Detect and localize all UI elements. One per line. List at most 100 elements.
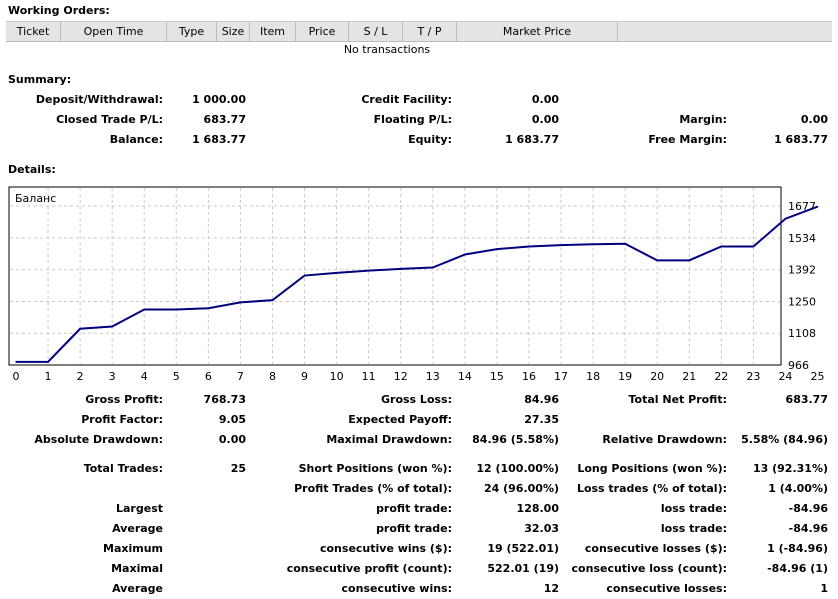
margin-value: 0.00 [800, 113, 828, 126]
margin-label: Margin: [679, 113, 727, 126]
balance-data-point [335, 272, 338, 274]
balance-data-point [111, 325, 113, 328]
balance-data-point [239, 301, 242, 304]
balance-data-point [303, 274, 306, 277]
balance-data-point [271, 299, 274, 301]
stat-value-left: 9.05 [218, 413, 246, 426]
orders-table-header: Ticket Open Time Type Size Item Price S … [6, 21, 832, 42]
x-tick-label: 10 [330, 370, 344, 383]
col-size[interactable]: Size [217, 22, 250, 41]
x-tick-label: 6 [205, 370, 212, 383]
y-tick-label: 966 [788, 359, 809, 372]
stat-value-mid: 128.00 [516, 502, 559, 515]
y-tick-label: 1108 [788, 327, 816, 340]
stat-label-mid: consecutive profit (count): [286, 562, 452, 575]
x-tick-label: 4 [141, 370, 148, 383]
balance-chart: Баланс 966 1108 1250 1392 1534 1677 0 1 2 3 4 5 6 7 8 9 1… [0, 180, 838, 385]
y-tick-label: 1677 [788, 200, 816, 213]
stat-value-mid: 27.35 [524, 413, 559, 426]
summary-title: Summary: [8, 73, 72, 86]
balance-data-point [464, 253, 466, 256]
y-tick-label: 1250 [788, 295, 816, 308]
stat-value-right: 1 [820, 582, 828, 595]
stat-label-right: consecutive losses: [606, 582, 727, 595]
working-orders-title: Working Orders: [8, 4, 110, 17]
col-open-time[interactable]: Open Time [61, 22, 167, 41]
y-tick-label: 1392 [788, 264, 816, 277]
stat-label-right: Loss trades (% of total): [576, 482, 727, 495]
stat-value-mid: 12 [543, 582, 559, 595]
balance-data-point [784, 217, 787, 220]
x-tick-label: 0 [13, 370, 20, 383]
x-tick-label: 2 [77, 370, 84, 383]
equity-value: 1 683.77 [505, 133, 559, 146]
col-sl[interactable]: S / L [349, 22, 403, 41]
stat-value-right: 5.58% (84.96) [741, 433, 828, 446]
col-price[interactable]: Price [296, 22, 349, 41]
x-tick-label: 11 [362, 370, 376, 383]
stat-label-right: Relative Drawdown: [602, 433, 727, 446]
x-tick-label: 9 [301, 370, 308, 383]
balance-data-point [431, 266, 434, 269]
col-tp[interactable]: T / P [403, 22, 457, 41]
x-tick-label: 15 [490, 370, 504, 383]
balance-data-point [399, 268, 402, 270]
stat-value-right: -84.96 (1) [767, 562, 828, 575]
x-tick-label: 20 [650, 370, 664, 383]
equity-label: Equity: [408, 133, 452, 146]
chart-plot-area [8, 186, 782, 366]
balance-data-point [592, 243, 594, 246]
free-margin-value: 1 683.77 [774, 133, 828, 146]
x-tick-label: 3 [109, 370, 116, 383]
stat-label-right: consecutive losses ($): [584, 542, 727, 555]
stat-label-right: loss trade: [660, 502, 727, 515]
x-tick-label: 22 [714, 370, 728, 383]
stat-label-mid: profit trade: [376, 522, 452, 535]
x-tick-label: 14 [458, 370, 472, 383]
stat-label-left: Average [112, 522, 163, 535]
balance-data-point [15, 361, 17, 363]
x-tick-label: 17 [554, 370, 568, 383]
stat-label-left: Maximum [103, 542, 163, 555]
credit-label: Credit Facility: [361, 93, 452, 106]
stat-label-mid: consecutive wins: [341, 582, 452, 595]
free-margin-label: Free Margin: [648, 133, 727, 146]
stat-label-right: Total Net Profit: [628, 393, 728, 406]
col-market-price[interactable]: Market Price [457, 22, 618, 41]
x-tick-label: 16 [522, 370, 536, 383]
y-tick-label: 1534 [788, 232, 816, 245]
balance-data-point [175, 308, 178, 311]
stat-value-right: 13 (92.31%) [752, 462, 828, 475]
closed-pl-label: Closed Trade P/L: [56, 113, 163, 126]
balance-data-point [688, 259, 691, 262]
col-type[interactable]: Type [167, 22, 217, 41]
stat-label-right: Long Positions (won %): [577, 462, 727, 475]
balance-data-point [496, 248, 498, 250]
balance-data-point [79, 327, 81, 330]
stat-label-left: Gross Profit: [85, 393, 163, 406]
stat-label-left: Maximal [111, 562, 163, 575]
chart-legend-label: Баланс [15, 192, 56, 205]
balance-data-point [207, 307, 210, 309]
x-tick-label: 18 [586, 370, 600, 383]
stat-value-mid: 522.01 (19) [487, 562, 559, 575]
stat-value-mid: 12 (100.00%) [476, 462, 559, 475]
stat-label-mid: Maximal Drawdown: [326, 433, 452, 446]
balance-data-point [560, 244, 562, 246]
floating-pl-value: 0.00 [531, 113, 559, 126]
x-tick-label: 21 [682, 370, 696, 383]
balance-data-point [816, 205, 819, 208]
deposit-value: 1 000.00 [192, 93, 246, 106]
x-tick-label: 13 [426, 370, 440, 383]
stat-value-right: -84.96 [788, 522, 828, 535]
x-tick-label: 25 [811, 370, 825, 383]
col-item[interactable]: Item [250, 22, 296, 41]
col-ticket[interactable]: Ticket [6, 22, 61, 41]
balance-data-point [656, 259, 658, 262]
stat-value-left: 0.00 [218, 433, 246, 446]
stat-label-left: Profit Factor: [81, 413, 163, 426]
stat-label-mid: consecutive wins ($): [319, 542, 452, 555]
stat-label-mid: Expected Payoff: [348, 413, 452, 426]
deposit-label: Deposit/Withdrawal: [35, 93, 163, 106]
